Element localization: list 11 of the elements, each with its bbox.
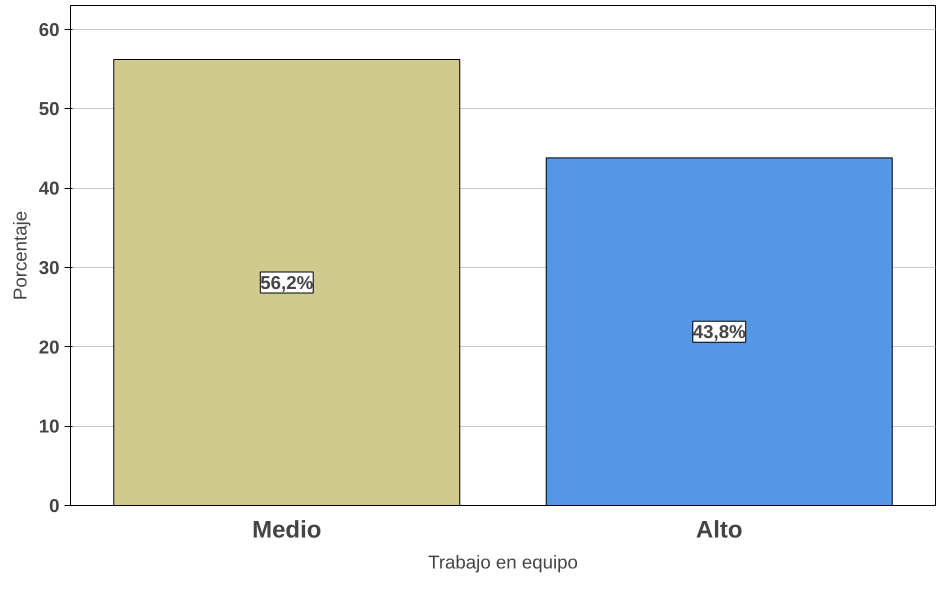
y-tick-label: 40 <box>38 178 60 199</box>
x-tick-label: Medio <box>252 516 322 544</box>
y-tick-label: 10 <box>38 416 60 437</box>
x-axis-title: Trabajo en equipo <box>428 552 578 572</box>
y-tick-label: 30 <box>38 256 60 278</box>
y-tick-label: 0 <box>49 495 60 516</box>
x-tick-label: Alto <box>696 516 743 544</box>
y-tick-label: 20 <box>38 336 60 358</box>
y-axis-title: Porcentaje <box>10 210 31 300</box>
y-tick-label: 50 <box>38 98 60 120</box>
y-tick-label: 60 <box>38 18 60 40</box>
